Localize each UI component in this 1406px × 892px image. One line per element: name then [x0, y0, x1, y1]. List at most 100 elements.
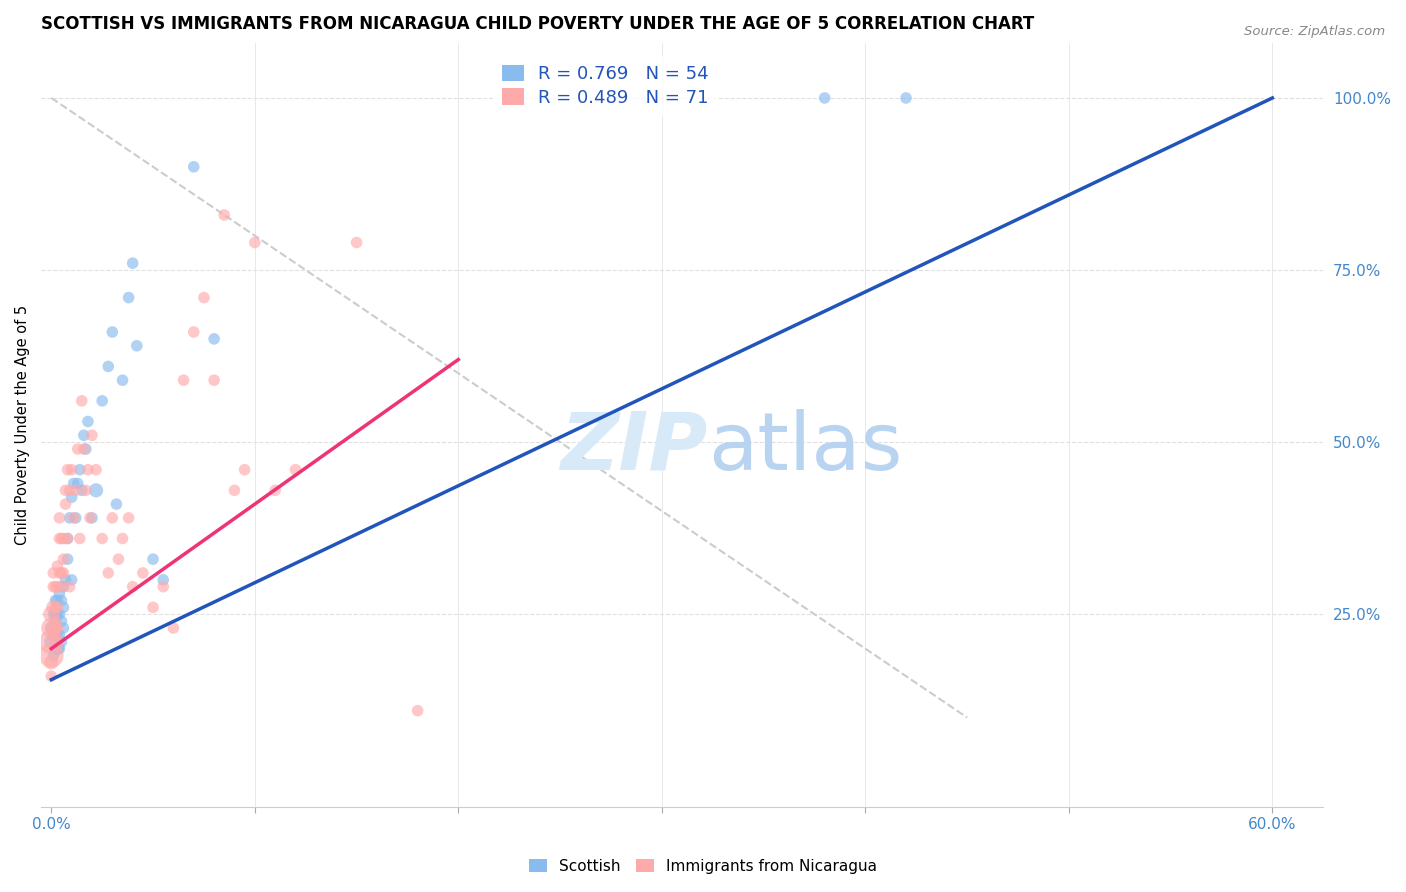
- Point: [56, 463, 79, 477]
- Point: [117, 511, 139, 525]
- Point: [59, 511, 82, 525]
- Point: [814, 91, 837, 105]
- Point: [97, 359, 120, 374]
- Point: [70, 393, 93, 408]
- Point: [56, 532, 79, 546]
- Point: [48, 641, 70, 656]
- Point: [91, 532, 114, 546]
- Point: [91, 393, 114, 408]
- Point: [51, 634, 73, 648]
- Point: [65, 483, 87, 498]
- Point: [44, 628, 66, 642]
- Point: [46, 621, 69, 635]
- Point: [44, 614, 66, 628]
- Point: [60, 463, 83, 477]
- Point: [117, 291, 139, 305]
- Point: [346, 235, 368, 250]
- Point: [73, 428, 96, 442]
- Point: [65, 511, 87, 525]
- Point: [125, 339, 148, 353]
- Text: SCOTTISH VS IMMIGRANTS FROM NICARAGUA CHILD POVERTY UNDER THE AGE OF 5 CORRELATI: SCOTTISH VS IMMIGRANTS FROM NICARAGUA CH…: [41, 15, 1035, 33]
- Point: [46, 593, 69, 607]
- Point: [51, 566, 73, 580]
- Point: [75, 483, 97, 498]
- Point: [894, 91, 917, 105]
- Point: [59, 580, 82, 594]
- Point: [66, 442, 89, 456]
- Point: [52, 621, 75, 635]
- Point: [44, 621, 66, 635]
- Point: [224, 483, 246, 498]
- Point: [69, 532, 91, 546]
- Point: [51, 614, 73, 628]
- Point: [56, 552, 79, 566]
- Point: [44, 634, 66, 648]
- Point: [55, 483, 77, 498]
- Point: [183, 160, 205, 174]
- Point: [77, 463, 100, 477]
- Point: [46, 600, 69, 615]
- Point: [107, 552, 129, 566]
- Point: [51, 593, 73, 607]
- Point: [59, 483, 82, 498]
- Point: [101, 511, 124, 525]
- Y-axis label: Child Poverty Under the Age of 5: Child Poverty Under the Age of 5: [15, 305, 30, 545]
- Point: [48, 511, 70, 525]
- Point: [55, 573, 77, 587]
- Point: [56, 532, 79, 546]
- Point: [183, 325, 205, 339]
- Point: [44, 593, 66, 607]
- Point: [55, 497, 77, 511]
- Point: [111, 373, 134, 387]
- Point: [79, 511, 101, 525]
- Point: [406, 704, 429, 718]
- Point: [284, 463, 307, 477]
- Point: [42, 621, 65, 635]
- Point: [152, 573, 174, 587]
- Point: [51, 580, 73, 594]
- Point: [243, 235, 266, 250]
- Point: [97, 566, 120, 580]
- Point: [46, 641, 69, 656]
- Text: atlas: atlas: [707, 409, 903, 487]
- Point: [44, 614, 66, 628]
- Point: [46, 607, 69, 622]
- Point: [52, 600, 75, 615]
- Point: [52, 532, 75, 546]
- Point: [52, 580, 75, 594]
- Point: [42, 648, 65, 663]
- Point: [46, 628, 69, 642]
- Point: [73, 442, 96, 456]
- Point: [42, 628, 65, 642]
- Point: [60, 573, 83, 587]
- Legend: Scottish, Immigrants from Nicaragua: Scottish, Immigrants from Nicaragua: [523, 853, 883, 880]
- Point: [42, 566, 65, 580]
- Point: [132, 566, 155, 580]
- Point: [48, 566, 70, 580]
- Point: [84, 463, 107, 477]
- Point: [39, 621, 62, 635]
- Point: [121, 580, 143, 594]
- Point: [173, 373, 195, 387]
- Point: [48, 607, 70, 622]
- Point: [62, 476, 84, 491]
- Point: [39, 621, 62, 635]
- Point: [46, 559, 69, 574]
- Point: [42, 628, 65, 642]
- Point: [264, 483, 287, 498]
- Point: [44, 580, 66, 594]
- Point: [121, 256, 143, 270]
- Point: [39, 634, 62, 648]
- Point: [162, 621, 184, 635]
- Point: [202, 332, 225, 346]
- Point: [69, 463, 91, 477]
- Point: [70, 483, 93, 498]
- Point: [39, 648, 62, 663]
- Point: [48, 586, 70, 600]
- Legend: R = 0.769   N = 54, R = 0.489   N = 71: R = 0.769 N = 54, R = 0.489 N = 71: [494, 55, 717, 116]
- Point: [75, 442, 97, 456]
- Point: [60, 490, 83, 504]
- Point: [202, 373, 225, 387]
- Point: [233, 463, 256, 477]
- Point: [66, 476, 89, 491]
